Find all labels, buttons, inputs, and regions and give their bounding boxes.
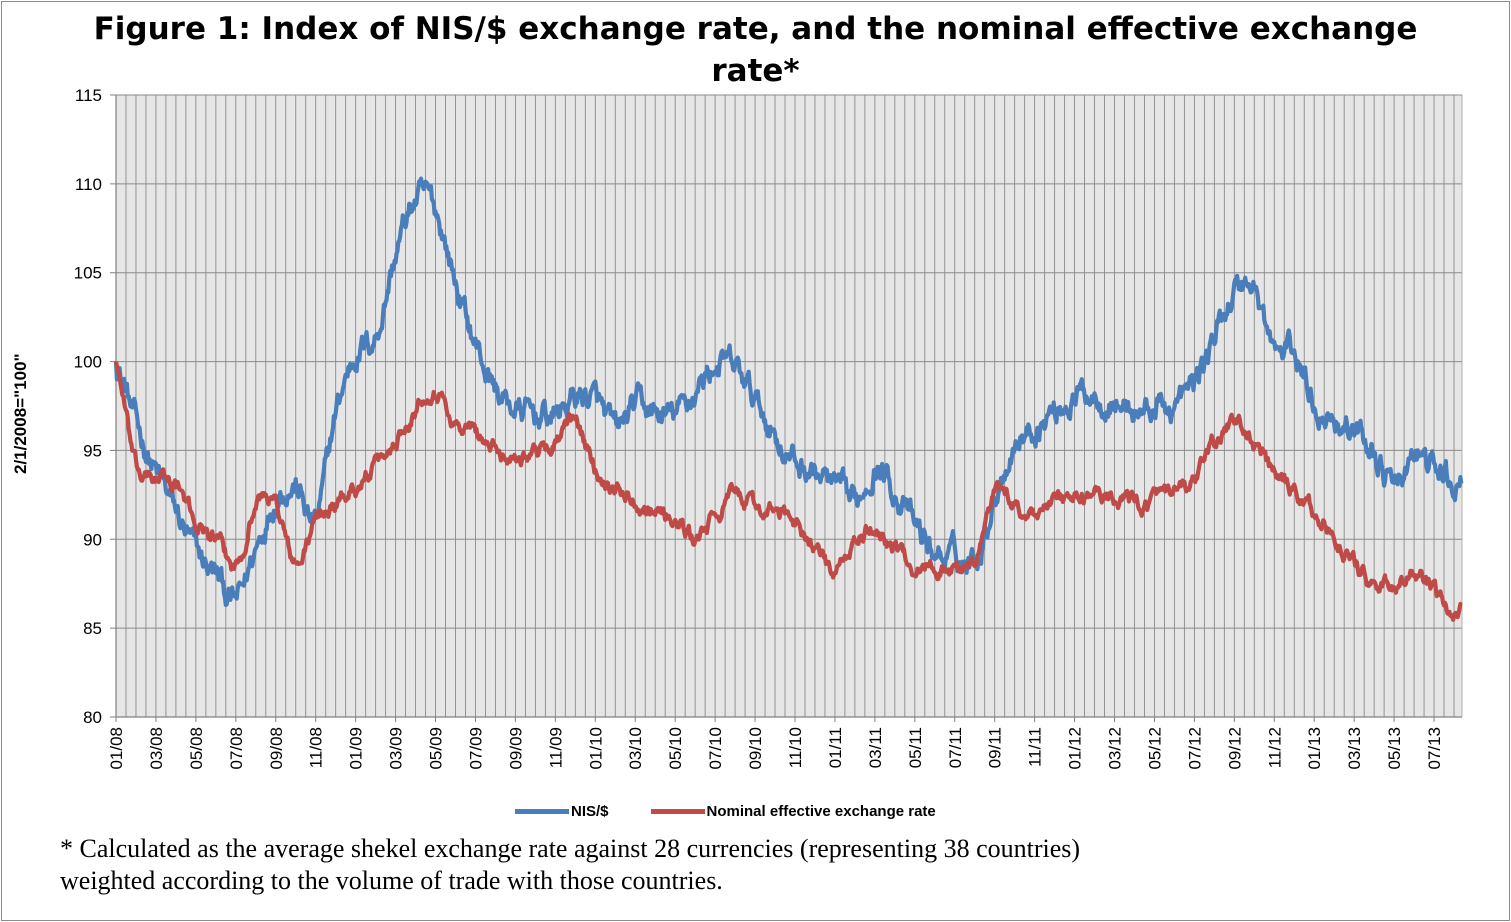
x-tick-label: 03/12 (1106, 727, 1125, 770)
legend-swatch-nis (515, 809, 569, 814)
chart-title-line-2: rate* (711, 53, 800, 89)
x-tick-label: 11/08 (307, 727, 326, 768)
x-tick-label: 01/08 (107, 727, 126, 770)
x-tick-label: 07/11 (946, 727, 965, 768)
x-tick-label: 03/11 (866, 727, 885, 768)
y-tick-label: 105 (74, 264, 102, 283)
y-tick-label: 115 (75, 86, 102, 105)
x-tick-label: 05/12 (1145, 727, 1164, 770)
x-tick-label: 07/13 (1425, 727, 1444, 770)
x-tick-label: 11/10 (786, 727, 805, 768)
x-tick-label: 03/13 (1345, 727, 1364, 770)
x-tick-label: 09/09 (506, 727, 525, 770)
x-tick-label: 05/08 (187, 727, 206, 770)
x-tick-label: 01/12 (1066, 727, 1085, 770)
legend-swatch-neer (650, 809, 705, 814)
x-tick-label: 05/09 (427, 727, 446, 770)
x-tick-label: 11/11 (1026, 727, 1045, 767)
x-tick-label: 01/11 (826, 727, 845, 768)
y-tick-label: 110 (75, 175, 102, 194)
y-tick-label: 90 (83, 530, 102, 549)
legend: NIS/$ Nominal effective exchange rate (515, 803, 978, 820)
x-tick-label: 07/08 (227, 727, 246, 770)
footnote-line-1: * Calculated as the average shekel excha… (60, 834, 1081, 863)
y-tick-label: 80 (83, 708, 102, 727)
x-tick-label: 09/11 (986, 727, 1005, 768)
x-tick-label: 07/10 (706, 727, 725, 770)
y-tick-label: 100 (74, 353, 102, 372)
x-tick-label: 09/10 (746, 727, 765, 770)
x-tick-label: 11/12 (1265, 727, 1284, 768)
x-tick-label: 03/08 (147, 727, 166, 770)
footnote-line-2: weighted according to the volume of trad… (60, 866, 723, 895)
x-tick-label: 11/09 (546, 727, 565, 768)
y-tick-label: 85 (83, 619, 102, 638)
x-tick-label: 03/10 (626, 727, 645, 770)
x-tick-label: 05/10 (666, 727, 685, 770)
x-tick-label: 01/09 (347, 727, 366, 770)
x-tick-label: 07/12 (1185, 727, 1204, 770)
x-tick-label: 09/08 (267, 727, 286, 770)
x-tick-label: 07/09 (466, 727, 485, 770)
x-tick-label: 01/10 (586, 727, 605, 770)
legend-item-neer: Nominal effective exchange rate (650, 803, 936, 820)
chart-title-line-1: Figure 1: Index of NIS/$ exchange rate, … (93, 11, 1418, 47)
series-line-neer (113, 361, 1463, 622)
x-tick-label: 01/13 (1305, 727, 1324, 770)
chart-title: Figure 1: Index of NIS/$ exchange rate, … (0, 8, 1511, 92)
x-tick-label: 05/11 (906, 727, 925, 768)
legend-label-neer: Nominal effective exchange rate (706, 803, 936, 820)
y-tick-label: 95 (83, 441, 102, 460)
x-tick-label: 03/09 (387, 727, 406, 770)
legend-item-nis: NIS/$ (515, 803, 609, 820)
x-tick-label: 05/13 (1385, 727, 1404, 770)
x-tick-label: 09/12 (1225, 727, 1244, 770)
series-line-nis (113, 176, 1464, 608)
plot-area (116, 95, 1462, 717)
footnote: * Calculated as the average shekel excha… (60, 833, 1480, 897)
legend-label-nis: NIS/$ (571, 803, 609, 820)
